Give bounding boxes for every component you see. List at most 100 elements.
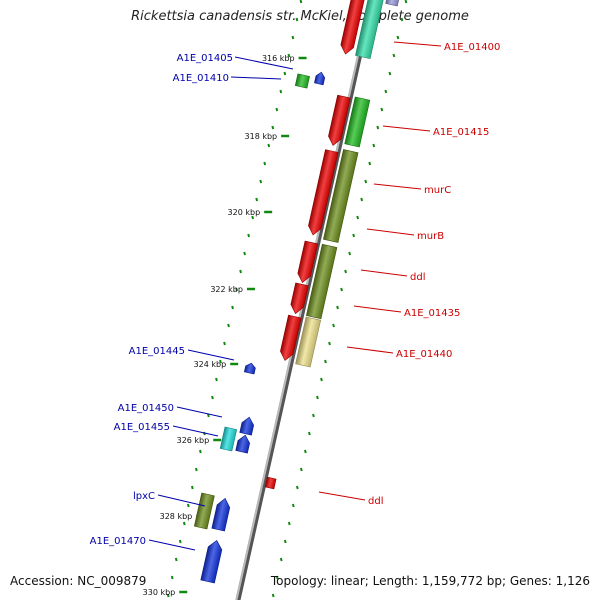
gene-shape — [280, 314, 302, 361]
gene-block-mint — [355, 0, 388, 60]
scale-track-dot — [190, 485, 194, 490]
scale-track-dot — [299, 0, 303, 4]
scale-track-dot — [243, 251, 246, 256]
kbp-tick-label: 324 kbp — [194, 360, 227, 369]
scale-track-dot — [267, 143, 271, 148]
scale-track-dot — [182, 521, 186, 526]
right-gene-label: ddl — [410, 272, 425, 283]
scale-track-dot — [215, 377, 218, 382]
scale-track-dot — [166, 593, 170, 598]
accession-text: Accession: NC_009879 — [10, 574, 147, 588]
gene-shape — [193, 492, 215, 530]
scale-track-dot — [194, 467, 198, 472]
right-label-leader — [393, 41, 442, 47]
gene-block-red — [280, 314, 302, 361]
scale-track-dot — [384, 89, 388, 94]
left-gene-label: lpxC — [133, 491, 155, 502]
scale-track-dot — [332, 323, 335, 328]
scale-track-dot — [299, 467, 303, 472]
scale-track-dot — [372, 143, 376, 148]
scale-track-dot — [207, 413, 210, 418]
left-gene-label: A1E_01455 — [114, 422, 170, 433]
scale-track-dot — [324, 359, 327, 364]
gene-block-red — [340, 0, 369, 55]
scale-track-dot — [223, 341, 226, 346]
left-label-leader — [230, 76, 282, 80]
right-gene-label: murC — [424, 185, 451, 196]
scale-track-dot — [287, 53, 291, 58]
scale-track-dot — [287, 521, 291, 526]
scale-track-dot — [316, 395, 319, 400]
gene-shape — [200, 540, 223, 584]
left-label-leader — [148, 539, 196, 551]
gene-block-red — [308, 149, 339, 236]
gene-block-red — [297, 240, 319, 283]
scale-track-dot — [219, 359, 222, 364]
gene-block-blue — [211, 497, 231, 532]
scale-track-dot — [275, 107, 279, 112]
right-label-leader — [366, 228, 415, 236]
kbp-tick-label: 320 kbp — [228, 208, 261, 217]
scale-track-dot — [368, 161, 372, 166]
right-label-leader — [373, 183, 422, 190]
right-gene-label: A1E_01440 — [396, 349, 452, 360]
gene-shape — [314, 71, 326, 86]
gene-block-lavender — [385, 0, 404, 7]
scale-track-dot — [400, 17, 404, 22]
scale-track-dot — [336, 305, 339, 310]
right-gene-label: A1E_01400 — [444, 42, 500, 53]
scale-track-dot — [295, 17, 299, 22]
scale-track-dot — [199, 449, 202, 454]
gene-block-olive — [323, 149, 359, 243]
gene-shape — [290, 282, 309, 315]
gene-block-blue — [243, 362, 256, 375]
topology-text: Topology: linear; Length: 1,159,772 bp; … — [270, 574, 590, 588]
scale-track-dot — [271, 125, 275, 130]
scale-track-dot — [356, 215, 360, 220]
scale-track-dot — [291, 35, 295, 40]
right-gene-label: A1E_01415 — [433, 127, 489, 138]
right-gene-label: murB — [417, 231, 444, 242]
gene-block-blue — [235, 434, 250, 454]
scale-track-dot — [255, 197, 259, 202]
right-label-leader — [353, 305, 402, 313]
kbp-tick-label: 330 kbp — [143, 588, 176, 597]
scale-track-dot — [251, 215, 255, 220]
scale-track-dot — [320, 377, 323, 382]
scale-track-dot — [186, 503, 190, 508]
gene-shape — [344, 96, 371, 148]
gene-shape — [305, 243, 338, 320]
gene-shape — [297, 240, 319, 283]
scale-track-dot — [364, 179, 368, 184]
scale-track-dot — [259, 179, 263, 184]
scale-track-dot — [178, 539, 182, 544]
gene-block-cyan — [219, 426, 238, 452]
scale-track-dot — [328, 341, 331, 346]
scale-track-dot — [283, 71, 287, 76]
scale-track-dot — [271, 593, 275, 598]
scale-track-dot — [404, 0, 408, 4]
scale-track-dot — [235, 287, 238, 292]
scale-track-dot — [348, 251, 351, 256]
scale-track-dot — [380, 107, 384, 112]
gene-block-blue — [314, 71, 326, 86]
left-label-leader — [234, 56, 294, 70]
left-gene-label: A1E_01445 — [129, 346, 185, 357]
right-label-leader — [318, 491, 366, 501]
scale-track-dot — [227, 323, 230, 328]
scale-track-dot — [344, 269, 347, 274]
scale-track-dot — [170, 575, 174, 580]
scale-track-dot — [340, 287, 343, 292]
gene-shape — [295, 316, 322, 368]
scale-track-dot — [376, 125, 380, 130]
scale-track-dot — [283, 539, 287, 544]
gene-block-blue — [239, 416, 255, 436]
scale-track-dot — [304, 449, 307, 454]
left-label-leader — [176, 406, 223, 418]
gene-shape — [294, 73, 310, 89]
gene-block-olive — [305, 243, 338, 320]
gene-shape — [323, 149, 359, 243]
gene-block-olive — [193, 492, 215, 530]
scale-track-dot — [308, 431, 311, 436]
